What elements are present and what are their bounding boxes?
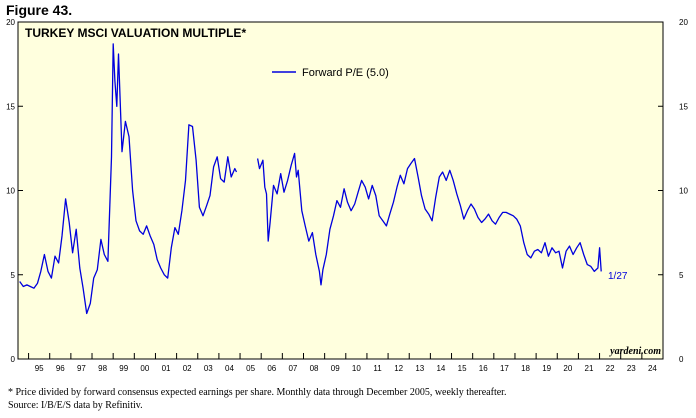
x-tick-label: 21 — [585, 364, 594, 373]
x-tick-label: 01 — [162, 364, 171, 373]
x-tick-label: 10 — [352, 364, 361, 373]
x-tick-label: 98 — [98, 364, 107, 373]
series-line-forward-pe — [256, 152, 602, 286]
y-tick-label-left: 15 — [6, 102, 15, 111]
end-date-label: 1/27 — [608, 271, 628, 282]
footnote: * Price divided by forward consensus exp… — [8, 387, 507, 398]
y-tick-label-left: 5 — [11, 271, 16, 280]
x-tick-label: 96 — [56, 364, 65, 373]
legend: Forward P/E (5.0) — [272, 67, 389, 79]
x-tick-label: 24 — [648, 364, 657, 373]
x-tick-label: 05 — [246, 364, 255, 373]
x-tick-label: 13 — [415, 364, 424, 373]
x-tick-label: 14 — [436, 364, 445, 373]
x-tick-label: 07 — [288, 364, 297, 373]
x-tick-label: 17 — [500, 364, 509, 373]
x-tick-label: 12 — [394, 364, 403, 373]
x-tick-label: 11 — [373, 364, 382, 373]
x-tick-label: 06 — [267, 364, 276, 373]
x-tick-label: 23 — [627, 364, 636, 373]
x-tick-label: 02 — [183, 364, 192, 373]
x-tick-label: 00 — [140, 364, 149, 373]
x-tick-label: 18 — [521, 364, 530, 373]
x-tick-label: 99 — [119, 364, 128, 373]
x-tick-label: 97 — [77, 364, 86, 373]
y-tick-label-left: 10 — [6, 187, 15, 196]
x-tick-label: 15 — [458, 364, 467, 373]
x-tick-label: 22 — [606, 364, 615, 373]
x-tick-label: 19 — [542, 364, 551, 373]
x-tick-label: 03 — [204, 364, 213, 373]
x-tick-label: 20 — [563, 364, 572, 373]
x-tick-label: 16 — [479, 364, 488, 373]
series-line-forward-pe — [19, 43, 238, 315]
y-tick-label-right: 10 — [679, 187, 688, 196]
x-tick-label: 04 — [225, 364, 234, 373]
y-tick-label-right: 0 — [679, 355, 684, 364]
watermark: yardeni.com — [609, 346, 661, 357]
x-tick-label: 08 — [310, 364, 319, 373]
source-note: Source: I/B/E/S data by Refinitiv. — [8, 400, 143, 411]
figure-label: Figure 43. — [6, 2, 73, 18]
y-tick-label-right: 20 — [679, 18, 688, 27]
y-tick-label-right: 5 — [679, 271, 684, 280]
y-tick-label-right: 15 — [679, 102, 688, 111]
y-tick-label-left: 20 — [6, 18, 15, 27]
legend-label: Forward P/E (5.0) — [302, 67, 389, 79]
y-tick-label-left: 0 — [11, 355, 16, 364]
x-tick-label: 95 — [35, 364, 44, 373]
chart-title: TURKEY MSCI VALUATION MULTIPLE* — [25, 26, 246, 40]
x-tick-label: 09 — [331, 364, 340, 373]
